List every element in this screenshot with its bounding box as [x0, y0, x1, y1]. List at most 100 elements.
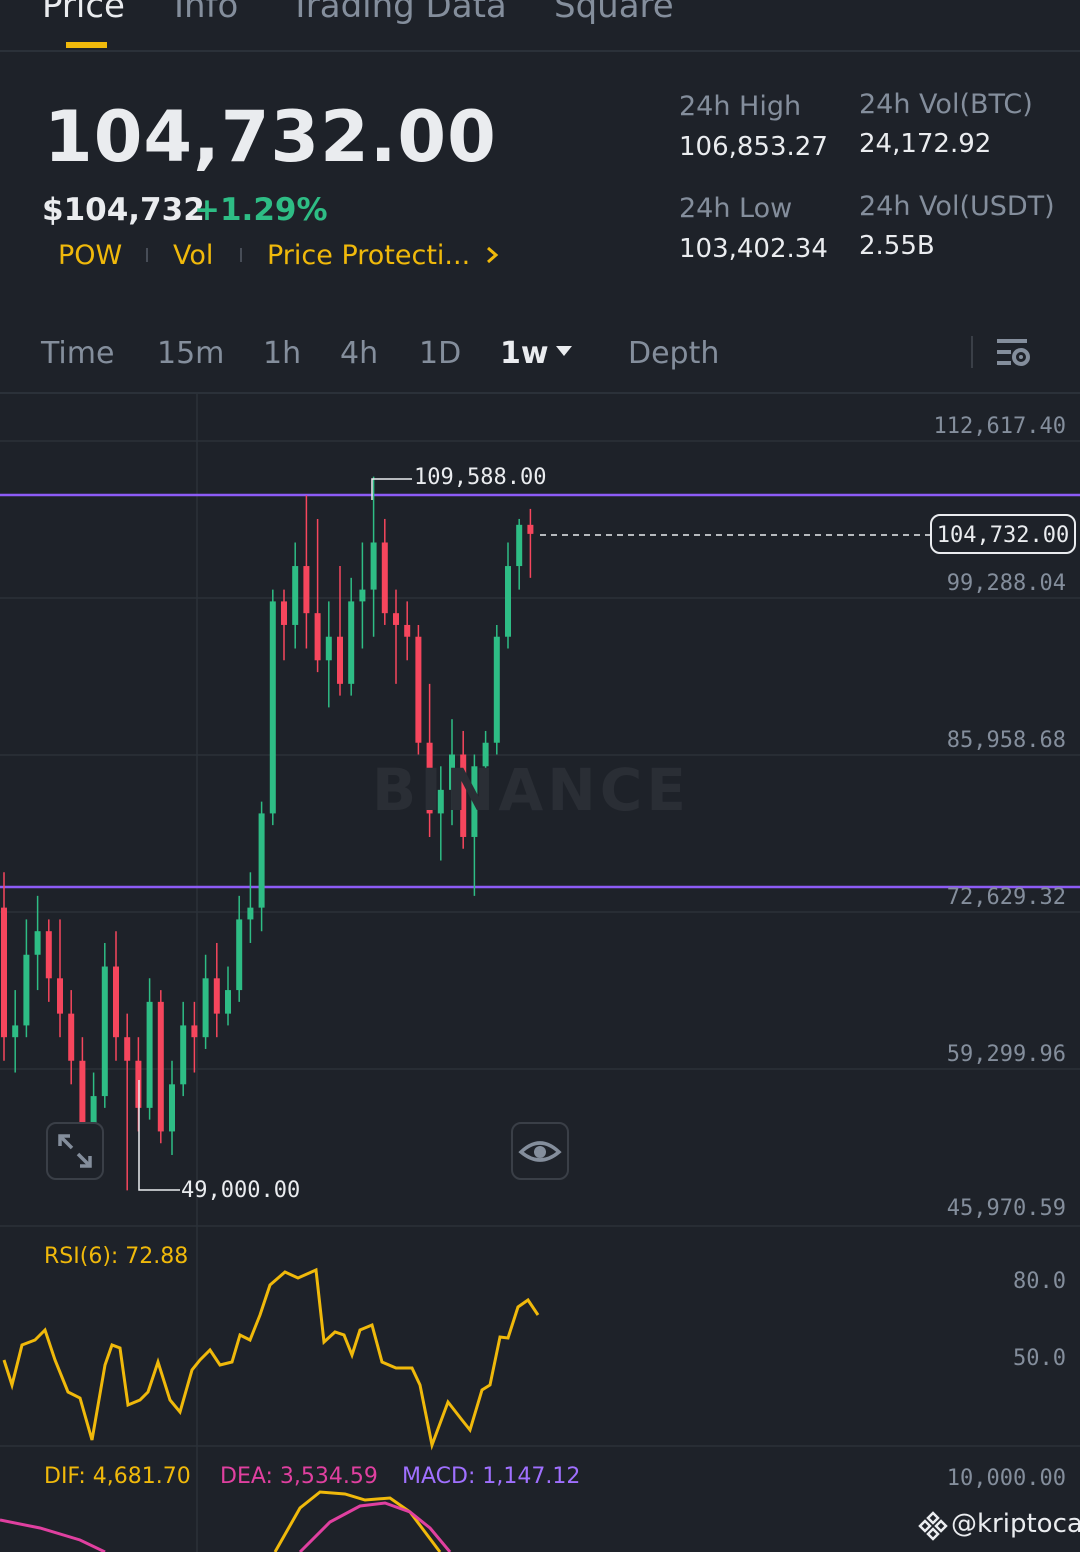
candle-body	[437, 789, 444, 814]
rsi-label: RSI(6): 72.88	[44, 1244, 189, 1269]
candle-body	[169, 1084, 175, 1132]
candle-body	[471, 766, 478, 837]
chart-watermark: BINANCE	[372, 756, 690, 824]
candle-body	[527, 524, 534, 534]
tab-price[interactable]: Price	[42, 0, 125, 26]
max-price-label: 109,588.00	[414, 465, 547, 490]
divider	[0, 50, 1080, 52]
visibility-button[interactable]	[511, 1122, 569, 1180]
candle-body	[381, 542, 388, 614]
caret-down-icon[interactable]	[555, 345, 573, 357]
tab-info[interactable]: Info	[174, 0, 239, 26]
price-axis-label: 85,958.68	[946, 728, 1066, 753]
candle-body	[236, 919, 243, 991]
candle-body	[292, 566, 299, 625]
max-marker	[371, 478, 412, 500]
price-change: +1.29%	[194, 192, 328, 228]
last-price: 104,732.00	[44, 96, 497, 178]
candle-body	[337, 636, 343, 684]
candlestick-chart[interactable]	[0, 394, 1080, 1552]
candle-body	[393, 613, 399, 625]
candle-body	[505, 566, 511, 637]
candle-body	[404, 624, 411, 637]
min-marker	[138, 1080, 180, 1191]
dif-line	[273, 1490, 442, 1552]
price-axis-label: 112,617.40	[933, 414, 1066, 439]
price-axis-label: 45,970.59	[946, 1196, 1066, 1221]
candle-body	[325, 636, 332, 661]
timeframe-1h[interactable]: 1h	[263, 336, 302, 371]
candle-body	[281, 601, 287, 625]
candle-body	[12, 1025, 19, 1038]
min-price-label: 49,000.00	[181, 1178, 301, 1203]
tag-price-protection[interactable]: Price Protecti...	[267, 240, 471, 271]
timeframe-depth[interactable]: Depth	[628, 336, 720, 371]
timeframe-15m[interactable]: 15m	[157, 336, 225, 371]
tag-pow[interactable]: POW	[58, 240, 123, 271]
expand-button[interactable]	[46, 1122, 104, 1180]
candle-body	[213, 978, 220, 1014]
eye-icon	[518, 1141, 562, 1162]
tab-square[interactable]: Square	[554, 0, 674, 26]
timeframe-4h[interactable]: 4h	[340, 336, 379, 371]
price-axis-label: 72,629.32	[946, 885, 1066, 910]
low-label: 24h Low	[679, 193, 793, 224]
candle-body	[449, 754, 455, 790]
candle-body	[45, 931, 52, 979]
candle-body	[23, 954, 30, 1026]
candle-body	[314, 613, 321, 661]
candle-body	[258, 813, 265, 908]
candle-body	[460, 754, 467, 837]
candle-body	[348, 601, 355, 684]
candle-body	[79, 1060, 86, 1144]
candle-body	[124, 1037, 131, 1061]
vol-btc-label: 24h Vol(BTC)	[859, 89, 1033, 120]
timeframe-time[interactable]: Time	[41, 336, 115, 371]
candle-body	[57, 978, 63, 1014]
active-tab-indicator	[66, 42, 107, 48]
chevron-right-icon[interactable]	[484, 246, 500, 264]
dea-label: DEA: 3,534.59	[220, 1464, 378, 1489]
candle-body	[482, 742, 489, 767]
candle-body	[493, 636, 500, 743]
rsi-line	[2, 1267, 540, 1451]
tab-trading-data[interactable]: Trading Data	[290, 0, 507, 26]
dif-label: DIF: 4,681.70	[44, 1464, 191, 1489]
binance-logo-icon	[918, 1511, 948, 1541]
tag-vol[interactable]: Vol	[173, 240, 214, 271]
candle-body	[359, 589, 366, 602]
expand-icon	[58, 1134, 92, 1168]
price-axis-label: 99,288.04	[946, 571, 1066, 596]
current-price-box: 104,732.00	[930, 514, 1076, 554]
candle-body	[157, 1001, 164, 1132]
candle-body	[225, 990, 231, 1014]
divider	[0, 392, 1080, 394]
footer-watermark: @kriptoca	[951, 1509, 1080, 1539]
candle-body	[191, 1025, 198, 1038]
candle-body	[90, 1096, 97, 1144]
tag-separator	[240, 248, 242, 262]
candle-body	[146, 1001, 153, 1108]
candle-body	[113, 966, 119, 1038]
candle-body	[415, 636, 422, 743]
rsi-axis-label: 50.0	[1013, 1346, 1066, 1371]
timeframe-1w[interactable]: 1w	[500, 336, 549, 371]
chart-settings-icon[interactable]	[995, 336, 1031, 370]
usd-price: $104,732	[42, 192, 205, 228]
candle-body	[202, 978, 209, 1038]
divider	[971, 336, 973, 368]
candle-body	[370, 542, 377, 590]
current-price-label: 104,732.00	[936, 523, 1070, 548]
candle-body	[516, 524, 523, 567]
vol-btc-value: 24,172.92	[859, 129, 992, 159]
candle-body	[101, 966, 108, 1097]
vol-usdt-label: 24h Vol(USDT)	[859, 191, 1055, 222]
low-value: 103,402.34	[679, 234, 828, 264]
timeframe-1d[interactable]: 1D	[419, 336, 462, 371]
candle-body	[1, 907, 7, 1038]
high-label: 24h High	[679, 91, 802, 122]
candle-body	[68, 1013, 75, 1061]
macd-axis-label: 10,000.00	[946, 1466, 1066, 1491]
high-value: 106,853.27	[679, 132, 828, 162]
price-axis-label: 59,299.96	[946, 1042, 1066, 1067]
